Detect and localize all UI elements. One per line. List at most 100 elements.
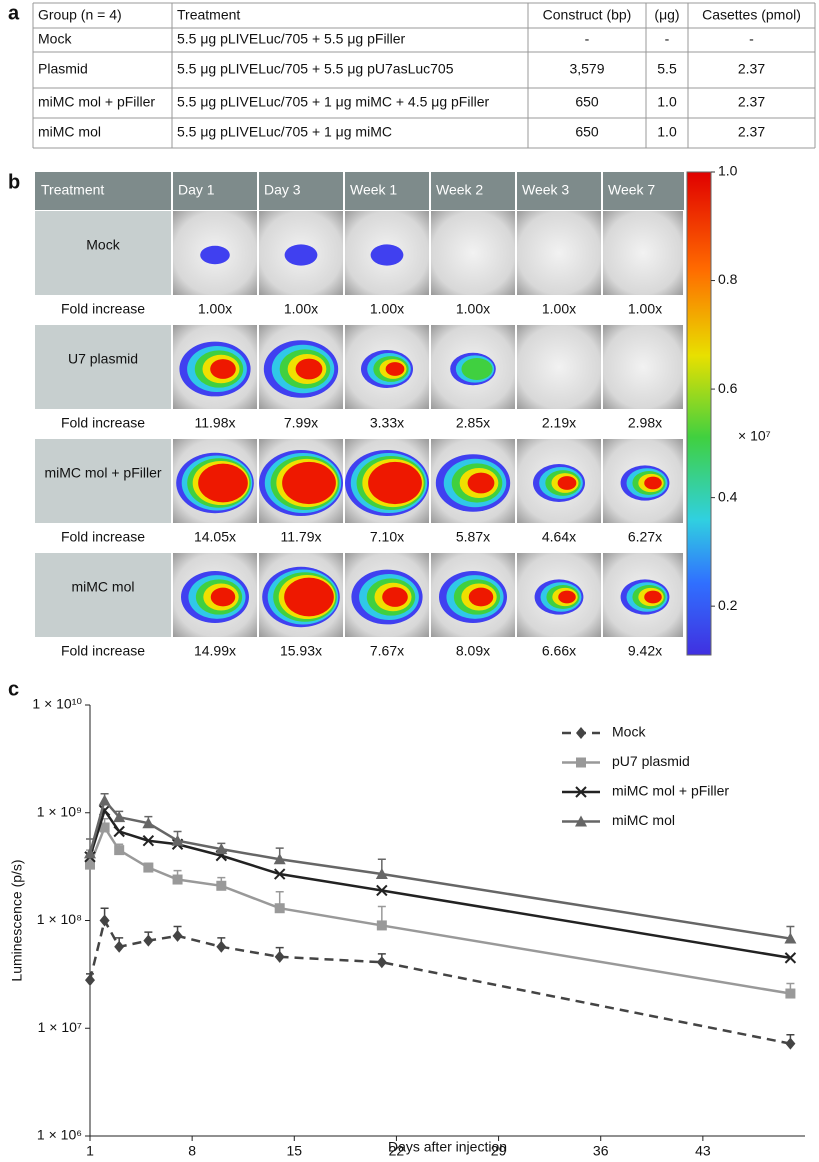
data-point [784,932,797,944]
table-cell: 5.5 μg pLIVELuc/705 + 1 μg miMC + 4.5 μg… [177,94,489,110]
fold-value: 2.98x [628,415,662,431]
fold-value: 11.98x [195,415,236,431]
y-axis-label: Luminescence (p/s) [9,859,25,981]
x-tick-label: 8 [188,1143,196,1157]
colorbar-label: 1.0 [718,163,738,179]
data-point [143,934,154,947]
signal-blob [558,590,576,604]
data-point [215,843,228,855]
fold-value: 1.00x [628,301,662,317]
fold-label: Fold increase [61,529,145,545]
column-header: Week 2 [436,182,483,198]
treatment-cell [35,439,171,523]
y-tick-label: 1 × 10⁸ [37,911,82,927]
table-cell: 5.5 μg pLIVELuc/705 + 5.5 μg pU7asLuc705 [177,61,454,77]
table-cell: miMC mol [38,124,101,140]
table-cell: - [585,31,590,47]
x-tick-label: 29 [491,1143,507,1157]
legend-label: miMC mol + pFiller [612,783,729,799]
table-cell: Mock [38,31,72,47]
data-point [375,868,388,880]
colorbar-label: 0.6 [718,380,738,396]
fold-value: 11.79x [281,529,322,545]
signal-blob [467,472,495,494]
y-tick-label: 1 × 10⁶ [37,1127,82,1143]
mouse-image [603,325,683,409]
y-tick-label: 1 × 10¹⁰ [32,696,82,712]
data-point [273,868,286,880]
fold-value: 1.00x [198,301,232,317]
data-point [376,884,388,897]
data-point [273,853,286,865]
data-point [114,845,125,856]
table-cell: - [749,31,754,47]
signal-blob [557,476,577,490]
column-header: Day 3 [264,182,301,198]
data-point [785,1037,796,1050]
data-point [274,903,285,914]
panel-label: b [8,171,20,193]
fold-label: Fold increase [61,643,145,659]
data-point [113,825,125,838]
data-point [98,794,111,806]
legend-marker [576,757,586,768]
data-point [142,835,155,847]
signal-blob [282,461,336,505]
signal-blob [644,476,662,490]
data-point [99,822,110,833]
fold-value: 3.33x [370,415,404,431]
legend-marker [576,727,586,739]
signal-blob [284,244,318,266]
fold-value: 8.09x [456,643,490,659]
data-point [274,950,285,963]
colorbar-label: 0.4 [718,488,738,504]
x-tick-label: 36 [593,1143,609,1157]
column-header: Day 1 [178,182,215,198]
table-cell: 3,579 [569,61,604,77]
table-cell: 1.0 [657,124,677,140]
fold-value: 7.99x [284,415,318,431]
treatment-label: Mock [86,237,120,253]
fold-value: 14.99x [194,643,236,659]
series-line [88,824,791,995]
signal-blob [295,358,323,380]
data-point [172,929,183,942]
signal-blob [468,587,494,607]
table-cell: 650 [575,124,599,140]
fold-value: 6.66x [542,643,576,659]
table-cell: Construct (bp) [543,7,632,23]
x-tick-label: 43 [695,1143,711,1157]
fold-value: 1.00x [370,301,404,317]
data-point [784,952,797,964]
fold-value: 15.93x [280,643,322,659]
table-cell: 5.5 [657,61,677,77]
header-row [35,172,684,210]
fold-value: 14.05x [194,529,236,545]
fold-value: 7.67x [370,643,404,659]
colorbar-label: 0.8 [718,271,738,287]
colorbar [686,171,712,656]
data-point [84,847,96,859]
fold-value: 7.10x [370,529,404,545]
signal-blob [644,590,662,604]
x-tick-label: 22 [389,1143,405,1157]
column-header: Week 1 [350,182,397,198]
x-axis-label: Days after injection [388,1139,507,1155]
fold-value: 4.64x [542,529,576,545]
table-cell: 650 [575,94,599,110]
signal-blob [368,461,422,505]
treatment-label: U7 plasmid [68,351,138,367]
table-cell: 2.37 [738,61,765,77]
fold-value: 2.19x [542,415,576,431]
fold-value: 6.27x [628,529,662,545]
column-header: Week 3 [522,182,569,198]
table-cell: Casettes (pmol) [702,7,801,23]
legend-label: miMC mol [612,812,675,828]
mouse-image [431,211,515,295]
colorbar-label: 0.2 [718,597,738,613]
table-cell: 5.5 μg pLIVELuc/705 + 1 μg miMC [177,124,392,140]
fold-label: Fold increase [61,415,145,431]
x-tick-label: 15 [286,1143,302,1157]
data-point [99,914,110,927]
data-point [85,859,95,870]
